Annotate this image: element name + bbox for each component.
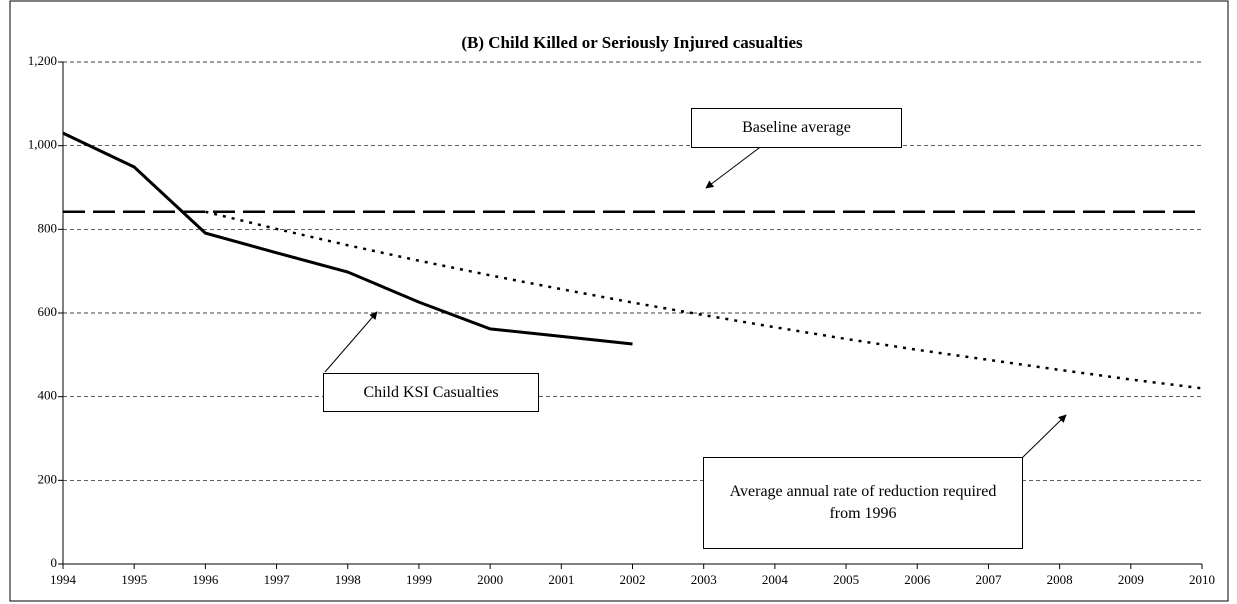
annotation-arrow	[324, 311, 378, 373]
x-tick-label: 1997	[264, 572, 291, 587]
x-tick-label: 2003	[691, 572, 717, 587]
series-line	[205, 210, 1203, 390]
annotation: Child KSI Casualties	[323, 373, 539, 412]
x-tick-label: 2008	[1047, 572, 1073, 587]
x-tick-label: 2007	[975, 572, 1002, 587]
series-line	[62, 131, 633, 346]
y-tick-label: 1,200	[28, 53, 57, 68]
x-tick-label: 2004	[762, 572, 789, 587]
y-tick-label: 1,000	[28, 137, 57, 152]
x-tick-label: 2002	[620, 572, 646, 587]
annotation: Average annual rate of reduction require…	[703, 457, 1023, 549]
x-tick-label: 2006	[904, 572, 931, 587]
chart-border	[9, 0, 1229, 602]
x-tick-label: 1999	[406, 572, 432, 587]
x-tick-label: 2009	[1118, 572, 1144, 587]
y-tick-label: 600	[38, 304, 58, 319]
x-tick-label: 1995	[121, 572, 147, 587]
x-tick-label: 1994	[50, 572, 77, 587]
x-tick-label: 2001	[548, 572, 574, 587]
y-tick-label: 200	[38, 471, 58, 486]
y-tick-label: 800	[38, 220, 58, 235]
x-tick-label: 1998	[335, 572, 361, 587]
annotation-arrow	[1021, 414, 1067, 459]
x-tick-label: 2010	[1189, 572, 1215, 587]
x-tick-label: 2005	[833, 572, 859, 587]
x-tick-label: 1996	[192, 572, 219, 587]
x-tick-label: 2000	[477, 572, 503, 587]
y-tick-label: 400	[38, 388, 58, 403]
y-tick-label: 0	[51, 555, 58, 570]
chart-title: (B) Child Killed or Seriously Injured ca…	[461, 33, 803, 52]
annotation: Baseline average	[691, 108, 902, 148]
